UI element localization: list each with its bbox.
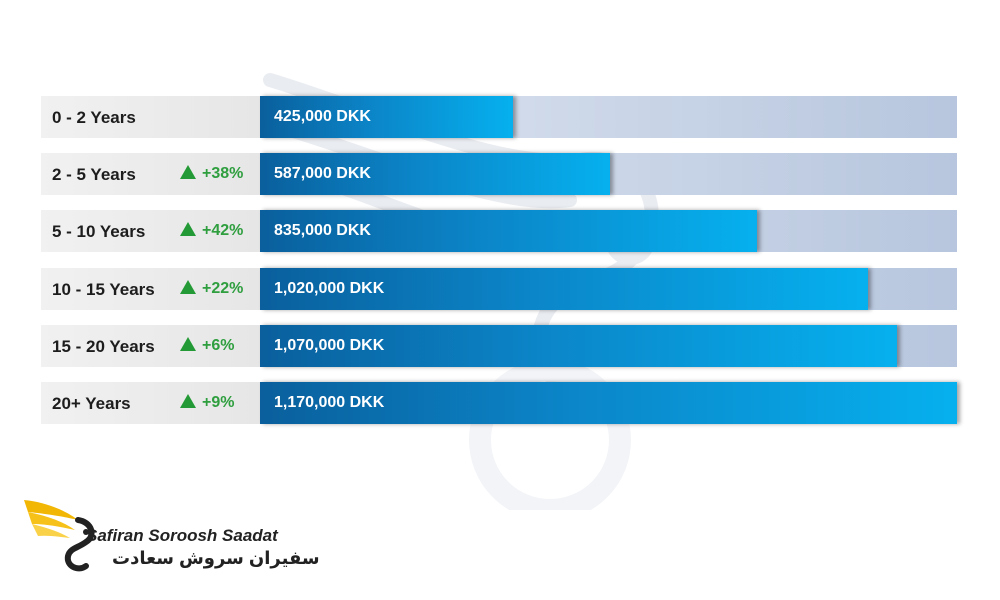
growth-indicator: +6% <box>180 337 234 355</box>
experience-range-label: 20+ Years <box>52 394 131 413</box>
bar-row: 15 - 20 Years +6% 1,070,000 DKK <box>41 325 957 367</box>
salary-bar: 587,000 DKK <box>260 153 610 195</box>
salary-bar: 835,000 DKK <box>260 210 757 252</box>
bar-track: 1,170,000 DKK <box>260 382 957 424</box>
bar-row: 10 - 15 Years +22% 1,020,000 DKK <box>41 268 957 310</box>
bar-track: 1,070,000 DKK <box>260 325 957 367</box>
salary-bar: 425,000 DKK <box>260 96 513 138</box>
growth-indicator: +9% <box>180 394 234 412</box>
bar-row: 5 - 10 Years +42% 835,000 DKK <box>41 210 957 252</box>
growth-percent: +22% <box>202 280 244 297</box>
row-label-cell: 20+ Years +9% <box>41 382 260 424</box>
salary-bar: 1,170,000 DKK <box>260 382 957 424</box>
growth-indicator: +42% <box>180 222 243 240</box>
up-triangle-icon <box>180 222 196 236</box>
bar-track: 1,020,000 DKK <box>260 268 957 310</box>
salary-value-label: 1,020,000 DKK <box>274 280 385 297</box>
up-triangle-icon <box>180 337 196 351</box>
growth-percent: +9% <box>202 394 235 411</box>
row-label-cell: 10 - 15 Years +22% <box>41 268 260 310</box>
experience-range-label: 5 - 10 Years <box>52 222 146 241</box>
bar-track: 835,000 DKK <box>260 210 957 252</box>
row-label-cell: 2 - 5 Years +38% <box>41 153 260 195</box>
brand-name-en: Safiran Soroosh Saadat <box>86 526 278 545</box>
experience-range-label: 0 - 2 Years <box>52 108 136 127</box>
brand-name-fa: سفیران سروش سعادت <box>112 548 320 568</box>
bar-row: 0 - 2 Years 425,000 DKK <box>41 96 957 138</box>
row-label-cell: 0 - 2 Years <box>41 96 260 138</box>
growth-percent: +42% <box>202 222 244 239</box>
row-label-cell: 5 - 10 Years +42% <box>41 210 260 252</box>
growth-percent: +38% <box>202 165 244 182</box>
row-label-cell: 15 - 20 Years +6% <box>41 325 260 367</box>
bar-row: 20+ Years +9% 1,170,000 DKK <box>41 382 957 424</box>
salary-bar: 1,020,000 DKK <box>260 268 868 310</box>
experience-range-label: 2 - 5 Years <box>52 165 136 184</box>
bird-wing-logo-icon <box>24 500 95 572</box>
experience-range-label: 15 - 20 Years <box>52 337 155 356</box>
salary-value-label: 1,170,000 DKK <box>274 394 385 411</box>
salary-value-label: 1,070,000 DKK <box>274 337 385 354</box>
bar-row: 2 - 5 Years +38% 587,000 DKK <box>41 153 957 195</box>
up-triangle-icon <box>180 394 196 408</box>
salary-value-label: 587,000 DKK <box>274 165 371 182</box>
brand-logo: Safiran Soroosh Saadat سفیران سروش سعادت <box>20 492 320 582</box>
up-triangle-icon <box>180 280 196 294</box>
up-triangle-icon <box>180 165 196 179</box>
salary-value-label: 425,000 DKK <box>274 108 371 125</box>
growth-indicator: +38% <box>180 165 243 183</box>
growth-indicator: +22% <box>180 280 243 298</box>
bar-track: 425,000 DKK <box>260 96 957 138</box>
salary-bar: 1,070,000 DKK <box>260 325 897 367</box>
growth-percent: +6% <box>202 337 235 354</box>
salary-value-label: 835,000 DKK <box>274 222 371 239</box>
bar-track: 587,000 DKK <box>260 153 957 195</box>
experience-range-label: 10 - 15 Years <box>52 280 155 299</box>
